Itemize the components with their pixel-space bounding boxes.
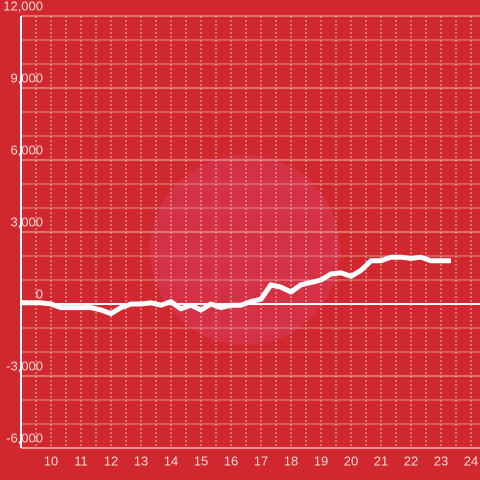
- data-line: [21, 254, 451, 317]
- x-tick-label: 16: [224, 453, 238, 468]
- x-tick-label: 17: [254, 453, 268, 468]
- y-tick-label: 9,000: [10, 70, 43, 85]
- y-tick-label: 3,000: [10, 214, 43, 229]
- x-tick-label: 11: [74, 453, 88, 468]
- y-tick-label: 0: [36, 286, 43, 301]
- x-tick-label: 12: [104, 453, 118, 468]
- y-tick-label: -3,000: [6, 358, 43, 373]
- x-tick-label: 20: [344, 453, 358, 468]
- watermark: [150, 155, 340, 345]
- x-tick-label: 14: [164, 453, 178, 468]
- x-tick-label: 13: [134, 453, 148, 468]
- y-tick-label: 6,000: [10, 142, 43, 157]
- x-tick-label: 19: [314, 453, 328, 468]
- x-tick-label: 24: [464, 453, 478, 468]
- x-tick-label: 23: [434, 453, 448, 468]
- x-tick-label: 10: [44, 453, 58, 468]
- y-tick-label: 12,000: [3, 0, 43, 13]
- x-tick-label: 15: [194, 453, 208, 468]
- x-tick-label: 21: [374, 453, 388, 468]
- x-tick-label: 22: [404, 453, 418, 468]
- x-tick-label: 18: [284, 453, 298, 468]
- y-tick-label: -6,000: [6, 430, 43, 445]
